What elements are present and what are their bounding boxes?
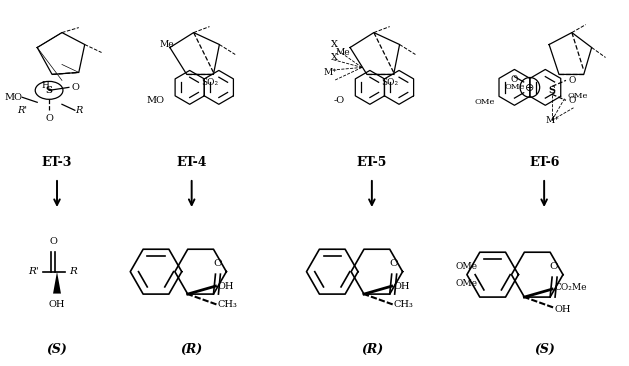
Text: ⊖: ⊖ bbox=[525, 83, 535, 93]
Text: OMe: OMe bbox=[474, 98, 494, 106]
Text: R: R bbox=[75, 106, 82, 115]
Text: OH: OH bbox=[218, 281, 234, 291]
Text: OMe: OMe bbox=[456, 279, 478, 288]
Text: OMe: OMe bbox=[504, 83, 525, 92]
Text: O: O bbox=[550, 262, 559, 271]
Text: ET-4: ET-4 bbox=[176, 156, 207, 169]
Text: O: O bbox=[511, 75, 518, 85]
Text: SO₂: SO₂ bbox=[201, 78, 218, 87]
Text: O: O bbox=[49, 237, 57, 246]
Text: -O: -O bbox=[333, 96, 345, 105]
Text: H: H bbox=[42, 81, 49, 90]
Text: MO: MO bbox=[4, 93, 23, 102]
Text: MO: MO bbox=[147, 96, 164, 105]
Text: X: X bbox=[331, 40, 338, 49]
Text: M⁺: M⁺ bbox=[545, 116, 559, 125]
Text: R': R' bbox=[28, 267, 39, 276]
Polygon shape bbox=[53, 272, 61, 294]
Text: R': R' bbox=[18, 106, 27, 115]
Text: R: R bbox=[69, 267, 77, 276]
Text: CH₃: CH₃ bbox=[218, 299, 237, 309]
Text: ET-5: ET-5 bbox=[357, 156, 387, 169]
Text: (R): (R) bbox=[361, 343, 383, 356]
Text: Me: Me bbox=[159, 40, 174, 49]
Text: OH: OH bbox=[49, 299, 65, 309]
Text: OH: OH bbox=[554, 305, 571, 314]
Text: X: X bbox=[331, 53, 338, 62]
Text: S: S bbox=[45, 86, 53, 95]
Text: (S): (S) bbox=[534, 343, 555, 356]
Text: OH: OH bbox=[394, 281, 410, 291]
Text: (R): (R) bbox=[181, 343, 203, 356]
Text: O: O bbox=[389, 259, 398, 268]
Text: ET-3: ET-3 bbox=[42, 156, 72, 169]
Text: Me: Me bbox=[335, 48, 350, 57]
Text: OMe: OMe bbox=[456, 262, 478, 271]
Text: CO₂Me: CO₂Me bbox=[554, 283, 587, 292]
Text: O: O bbox=[213, 259, 222, 268]
Text: O: O bbox=[569, 76, 576, 85]
Text: (S): (S) bbox=[47, 343, 67, 356]
Text: O: O bbox=[72, 83, 80, 92]
Text: CH₃: CH₃ bbox=[394, 299, 413, 309]
Text: S: S bbox=[548, 86, 555, 95]
Text: O: O bbox=[45, 114, 53, 123]
Text: OMe: OMe bbox=[567, 92, 587, 100]
Text: SO₂: SO₂ bbox=[382, 78, 399, 87]
Text: O: O bbox=[569, 96, 576, 105]
Text: ET-6: ET-6 bbox=[529, 156, 559, 169]
Text: M⁺: M⁺ bbox=[323, 68, 337, 77]
